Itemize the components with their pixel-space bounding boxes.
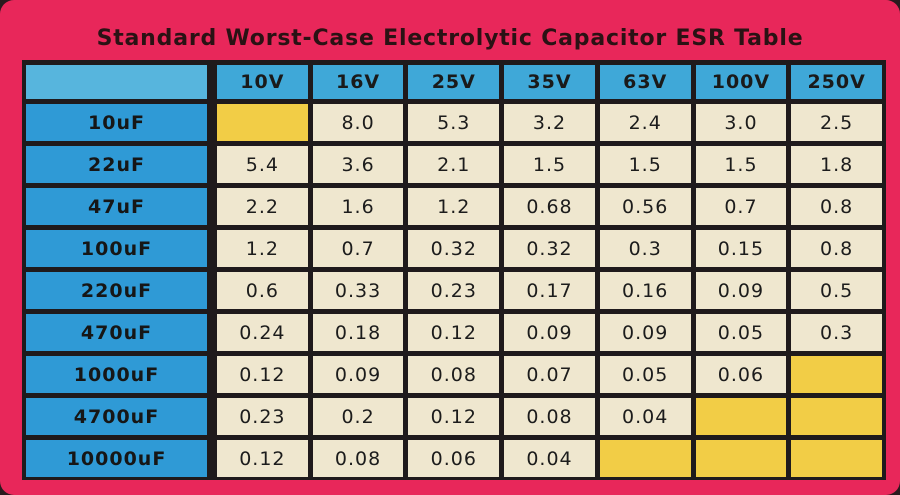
voltage-header: 16V <box>312 65 404 99</box>
esr-value-cell: 0.18 <box>312 314 404 351</box>
esr-value-cell: 1.5 <box>599 146 691 183</box>
esr-value-cell: 0.06 <box>408 440 500 477</box>
voltage-header: 10V <box>217 65 308 99</box>
esr-value-cell: 0.04 <box>504 440 595 477</box>
capacitance-row-header: 10uF <box>26 104 207 141</box>
esr-value-cell: 0.8 <box>791 230 882 267</box>
empty-cell <box>695 398 787 435</box>
capacitance-row-header: 4700uF <box>26 398 207 435</box>
esr-value-cell: 0.09 <box>599 314 691 351</box>
esr-value-cell: 0.8 <box>791 188 882 225</box>
esr-value-cell: 0.33 <box>312 272 404 309</box>
esr-value-cell: 0.3 <box>791 314 882 351</box>
esr-value-cell: 0.04 <box>599 398 691 435</box>
esr-value-cell: 0.23 <box>408 272 500 309</box>
esr-value-cell: 1.6 <box>312 188 404 225</box>
esr-value-cell: 0.23 <box>217 398 308 435</box>
esr-value-cell: 1.5 <box>695 146 787 183</box>
esr-grid: 10V 16V 25V 35V 63V 100V 250V 10uF 8.0 5.3… <box>26 65 882 477</box>
esr-value-cell: 0.15 <box>695 230 787 267</box>
esr-value-cell: 0.5 <box>791 272 882 309</box>
esr-value-cell: 0.09 <box>312 356 404 393</box>
capacitance-row-header: 10000uF <box>26 440 207 477</box>
corner-cell <box>26 65 207 99</box>
esr-value-cell: 0.06 <box>695 356 787 393</box>
esr-value-cell: 0.32 <box>408 230 500 267</box>
esr-value-cell: 1.5 <box>504 146 595 183</box>
esr-value-cell: 0.3 <box>599 230 691 267</box>
esr-value-cell: 0.2 <box>312 398 404 435</box>
capacitance-row-header: 47uF <box>26 188 207 225</box>
capacitance-row-header: 22uF <box>26 146 207 183</box>
esr-value-cell: 8.0 <box>312 104 404 141</box>
esr-value-cell: 1.2 <box>217 230 308 267</box>
esr-value-cell: 0.12 <box>408 398 500 435</box>
esr-value-cell: 3.2 <box>504 104 595 141</box>
esr-value-cell: 2.4 <box>599 104 691 141</box>
esr-value-cell: 0.05 <box>695 314 787 351</box>
esr-value-cell: 0.7 <box>312 230 404 267</box>
esr-value-cell: 3.6 <box>312 146 404 183</box>
esr-value-cell: 0.08 <box>312 440 404 477</box>
capacitance-row-header: 220uF <box>26 272 207 309</box>
voltage-header: 250V <box>791 65 882 99</box>
voltage-header: 35V <box>504 65 595 99</box>
esr-value-cell: 0.09 <box>695 272 787 309</box>
esr-value-cell: 0.05 <box>599 356 691 393</box>
esr-table: 10V 16V 25V 35V 63V 100V 250V 10uF 8.0 5.3… <box>22 60 886 480</box>
esr-value-cell: 0.07 <box>504 356 595 393</box>
esr-value-cell: 3.0 <box>695 104 787 141</box>
esr-value-cell: 0.17 <box>504 272 595 309</box>
esr-value-cell: 2.5 <box>791 104 882 141</box>
esr-value-cell: 0.56 <box>599 188 691 225</box>
empty-cell <box>791 356 882 393</box>
esr-value-cell: 0.32 <box>504 230 595 267</box>
esr-value-cell: 0.6 <box>217 272 308 309</box>
empty-cell <box>695 440 787 477</box>
esr-value-cell: 5.4 <box>217 146 308 183</box>
esr-value-cell: 0.08 <box>504 398 595 435</box>
esr-value-cell: 5.3 <box>408 104 500 141</box>
esr-value-cell: 0.24 <box>217 314 308 351</box>
esr-value-cell: 0.12 <box>217 356 308 393</box>
esr-value-cell: 0.16 <box>599 272 691 309</box>
esr-value-cell: 1.2 <box>408 188 500 225</box>
esr-value-cell: 2.2 <box>217 188 308 225</box>
empty-cell <box>791 440 882 477</box>
capacitance-row-header: 470uF <box>26 314 207 351</box>
capacitance-row-header: 100uF <box>26 230 207 267</box>
voltage-header: 100V <box>695 65 787 99</box>
esr-value-cell: 0.12 <box>217 440 308 477</box>
empty-cell <box>217 104 308 141</box>
voltage-header: 63V <box>599 65 691 99</box>
esr-value-cell: 0.12 <box>408 314 500 351</box>
empty-cell <box>791 398 882 435</box>
capacitance-row-header: 1000uF <box>26 356 207 393</box>
esr-value-cell: 0.09 <box>504 314 595 351</box>
esr-value-cell: 1.8 <box>791 146 882 183</box>
empty-cell <box>599 440 691 477</box>
esr-value-cell: 0.7 <box>695 188 787 225</box>
esr-value-cell: 0.68 <box>504 188 595 225</box>
esr-value-cell: 2.1 <box>408 146 500 183</box>
esr-value-cell: 0.08 <box>408 356 500 393</box>
voltage-header: 25V <box>408 65 500 99</box>
table-title: Standard Worst-Case Electrolytic Capacit… <box>96 26 804 51</box>
